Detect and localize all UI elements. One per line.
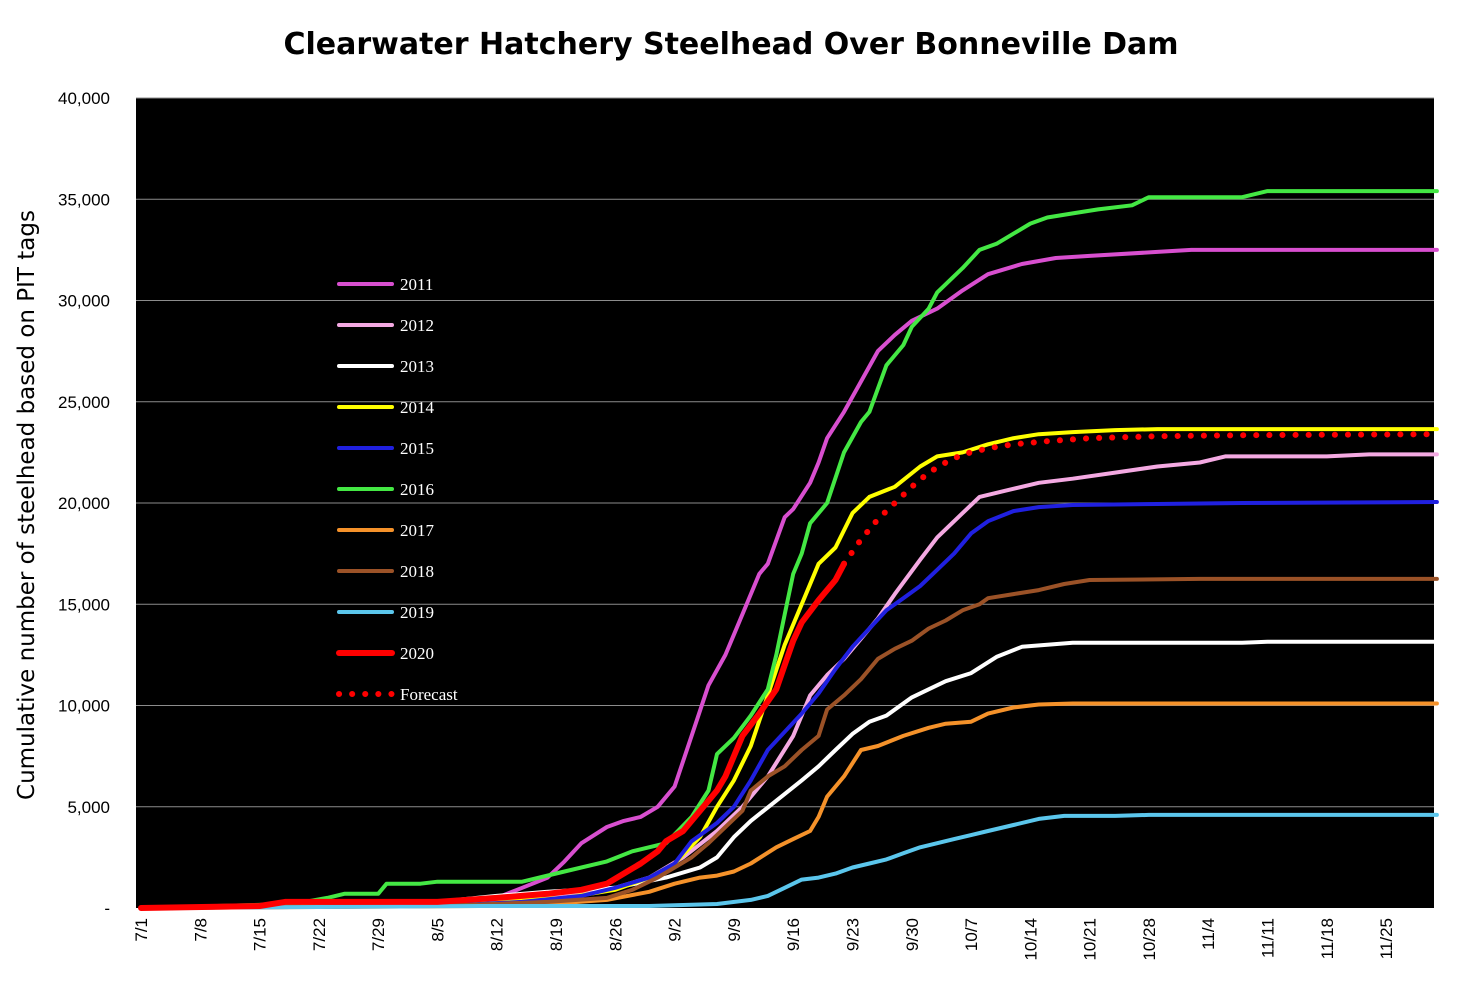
y-tick-label: 30,000	[58, 292, 110, 311]
x-tick-label: 11/11	[1259, 918, 1278, 958]
x-tick-label: 9/30	[903, 918, 922, 951]
series-line-2017	[139, 701, 1439, 910]
x-tick-label: 9/23	[843, 918, 862, 951]
x-tick-label: 9/9	[725, 918, 744, 942]
legend-label: 2011	[400, 275, 433, 294]
x-tick-label: 7/29	[369, 918, 388, 951]
y-axis: - 5,000 10,000 15,000 20,000 25,000 30,000 35,0…	[58, 89, 110, 918]
legend-label: 2015	[400, 439, 434, 458]
series-line-2018	[139, 576, 1439, 910]
legend-label: 2014	[400, 398, 435, 417]
chart-title: Clearwater Hatchery Steelhead Over Bonne…	[283, 27, 1178, 62]
x-tick-label: 11/4	[1199, 918, 1218, 950]
x-tick-label: 8/12	[488, 918, 507, 951]
legend-label: Forecast	[400, 685, 458, 704]
series-lines	[138, 189, 1440, 911]
legend-label: 2013	[400, 357, 434, 376]
x-tick-label: 7/22	[310, 918, 329, 951]
y-tick-label: 35,000	[58, 190, 110, 209]
series-line-forecast	[841, 431, 1440, 567]
x-tick-label: 8/19	[547, 918, 566, 951]
x-tick-label: 7/8	[191, 918, 210, 942]
x-tick-label: 9/16	[784, 918, 803, 951]
y-tick-label: 40,000	[58, 89, 110, 108]
series-line-2020	[138, 560, 847, 911]
x-tick-label: 11/25	[1377, 918, 1396, 959]
y-tick-label: 5,000	[67, 798, 110, 817]
x-tick-label: 10/14	[1021, 918, 1040, 961]
x-tick-label: 7/15	[251, 918, 270, 951]
x-tick-label: 8/5	[428, 918, 447, 942]
legend-label: 2019	[400, 603, 434, 622]
x-axis: 7/1 7/8 7/15 7/22 7/29 8/5 8/12 8/19 8/26 9/2 9/9 9…	[132, 918, 1396, 961]
x-tick-label: 10/28	[1140, 918, 1159, 961]
series-line-2015	[139, 500, 1439, 910]
series-line-2019	[139, 812, 1439, 910]
y-axis-label: Cumulative number of steelhead based on …	[14, 210, 40, 800]
y-tick-label: 10,000	[58, 697, 110, 716]
y-tick-label: 15,000	[58, 595, 110, 614]
legend-label: 2020	[400, 644, 434, 663]
series-line-2016	[139, 189, 1439, 910]
x-tick-label: 8/26	[606, 918, 625, 951]
x-tick-label: 9/2	[666, 918, 685, 942]
x-tick-label: 7/1	[132, 918, 151, 942]
x-tick-label: 11/18	[1318, 918, 1337, 959]
x-tick-label: 10/21	[1081, 918, 1100, 961]
y-tick-label: 20,000	[58, 494, 110, 513]
legend-label: 2016	[400, 480, 434, 499]
legend: 2011 2012 2013 2014 2015 2016 2017 2018 2019 2020…	[336, 275, 458, 704]
legend-label: 2017	[400, 521, 435, 540]
y-tick-label: -	[104, 899, 110, 918]
x-tick-label: 10/7	[962, 918, 981, 951]
y-tick-label: 25,000	[58, 393, 110, 412]
legend-label: 2012	[400, 316, 434, 335]
legend-label: 2018	[400, 562, 434, 581]
